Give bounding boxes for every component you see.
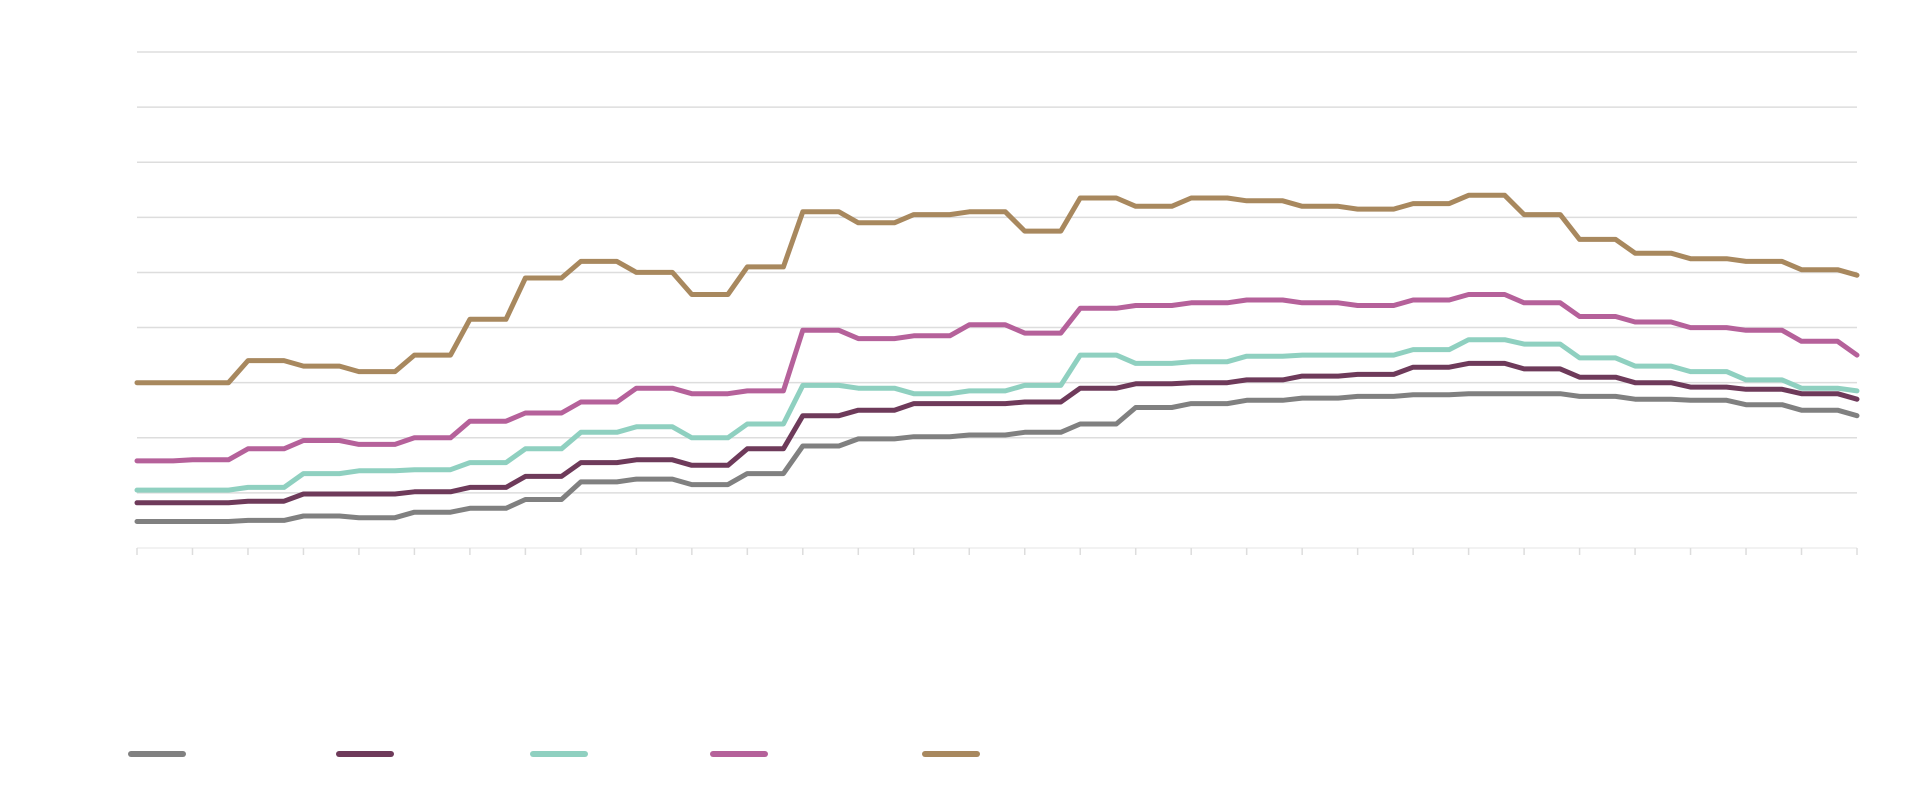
- legend-swatch-1: [336, 751, 394, 757]
- legend-item-3[interactable]: [710, 751, 778, 757]
- legend-swatch-3: [710, 751, 768, 757]
- series-line-1: [134, 360, 1860, 506]
- legend-swatch-2: [530, 751, 588, 757]
- series-lines: [134, 192, 1860, 524]
- x-axis-ticks: [136, 548, 1858, 555]
- legend-swatch-0: [128, 751, 186, 757]
- grid-lines: [137, 51, 1857, 549]
- legend: [128, 744, 990, 764]
- series-line-3: [134, 292, 1860, 464]
- series-line-4: [134, 192, 1860, 386]
- series-line-2: [134, 337, 1860, 493]
- legend-item-1[interactable]: [336, 751, 404, 757]
- legend-item-0[interactable]: [128, 751, 196, 757]
- legend-swatch-4: [922, 751, 980, 757]
- series-line-0: [134, 391, 1860, 524]
- legend-item-4[interactable]: [922, 751, 990, 757]
- legend-item-2[interactable]: [530, 751, 598, 757]
